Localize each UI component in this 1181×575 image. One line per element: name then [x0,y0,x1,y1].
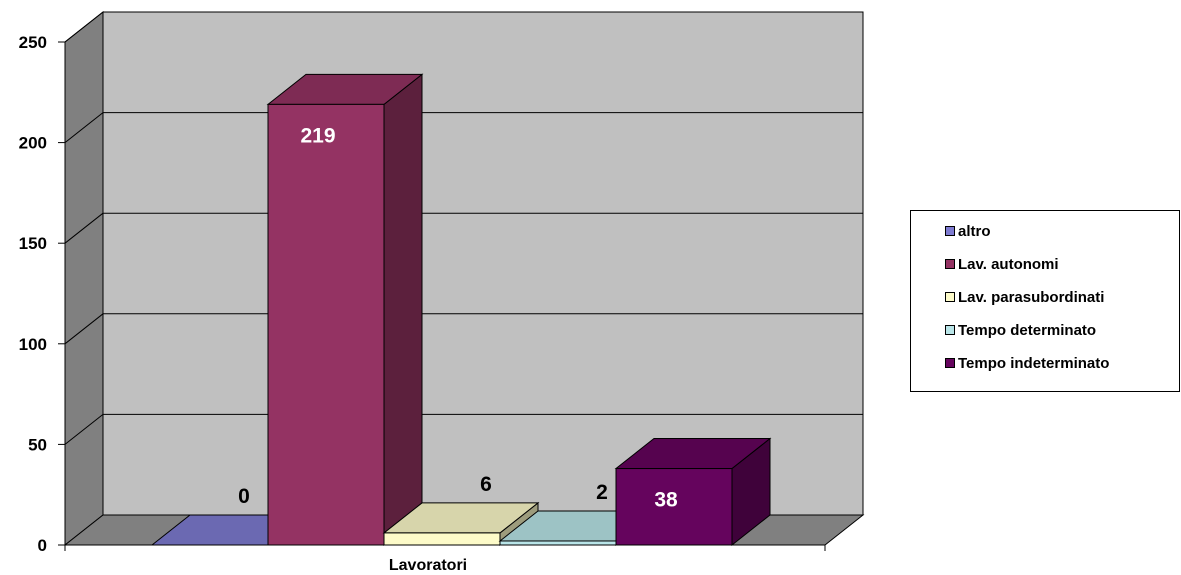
legend-label: Lav. autonomi [958,255,1059,273]
y-tick-label: 200 [19,134,47,153]
bar-tempo-indeterminato [614,437,772,547]
y-tick-label: 100 [19,335,47,354]
bar-front-face [499,540,617,546]
side-wall [64,10,104,547]
y-tick-label: 0 [38,536,47,555]
data-label: 2 [596,481,608,504]
x-axis-category-label: Lavoratori [389,557,467,574]
data-labels: 0 219 6 2 38 [238,124,678,511]
legend-item: Tempo determinato [945,320,1096,340]
back-wall [102,11,864,516]
data-label: 6 [480,473,492,496]
y-tick-label: 50 [28,435,47,454]
gridline-side [64,414,104,445]
legend-item: Lav. autonomi [945,254,1059,274]
gridline-side [64,112,104,143]
data-label: 38 [654,489,678,512]
bar-lav-parasubordinati [382,501,540,547]
legend-label: Lav. parasubordinati [958,288,1105,306]
legend-swatch [945,226,955,236]
legend-swatch [945,325,955,335]
legend-item: altro [945,221,991,241]
chart-walls [63,10,865,547]
axes: 0 50 100 150 200 250 [19,33,826,555]
y-tick-label: 250 [19,33,47,52]
legend-label: Tempo indeterminato [958,354,1110,372]
legend-swatch [945,259,955,269]
gridline-side [64,313,104,345]
bar-front-face [615,468,733,546]
gridlines [64,11,863,445]
data-label: 0 [238,485,250,508]
legend: altro Lav. autonomi Lav. parasubordinati Te… [910,210,1180,392]
gridline-side [64,212,104,244]
legend-label: Tempo determinato [958,321,1097,339]
gridline-side [64,11,104,43]
legend-swatch [945,358,955,368]
legend-item: Tempo indeterminato [945,353,1109,373]
data-label: 219 [300,124,335,147]
bar-front-face [383,532,501,546]
bars [150,73,772,547]
legend-item: Lav. parasubordinati [945,287,1104,307]
legend-label: altro [958,222,991,240]
bar-lav-autonomi [266,73,424,547]
bar-side-face [383,73,423,547]
bar-front-face [267,103,385,546]
y-tick-label: 150 [19,234,47,253]
legend-swatch [945,292,955,302]
